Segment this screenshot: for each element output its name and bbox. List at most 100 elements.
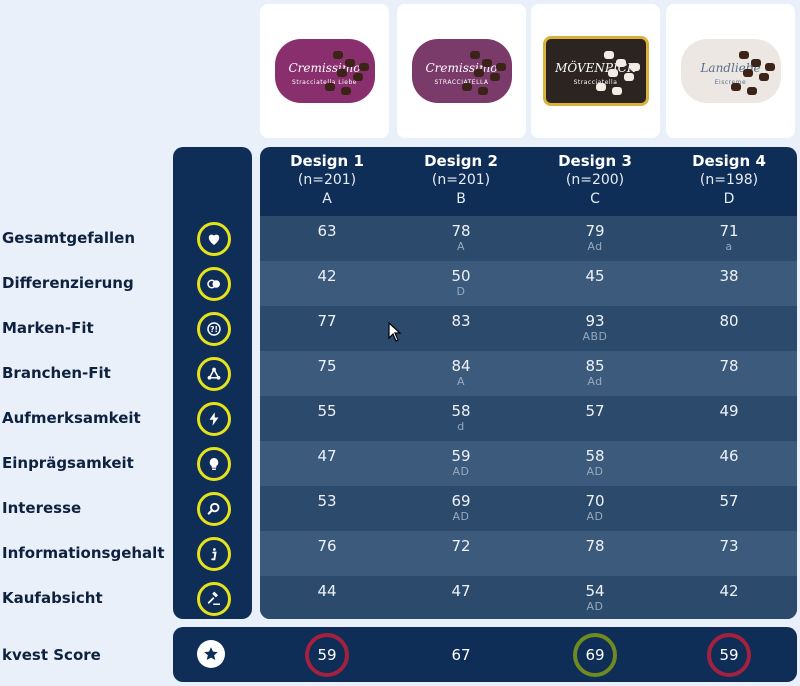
design-letter: B bbox=[456, 191, 466, 207]
chocolate-chip bbox=[358, 63, 369, 71]
product-image-card: Cremissimo STRACCIATELLA bbox=[397, 4, 526, 138]
chocolate-chip bbox=[481, 59, 492, 67]
metric-value: 42 bbox=[719, 582, 739, 600]
metric-cell: 78 bbox=[528, 531, 662, 555]
metric-cell: 58 d bbox=[394, 396, 528, 433]
significance-letters: Ad bbox=[587, 240, 603, 253]
metric-value: 83 bbox=[451, 312, 471, 330]
metric-value: 78 bbox=[719, 357, 739, 375]
chocolate-chip bbox=[324, 83, 335, 91]
metric-cell: 42 bbox=[662, 576, 796, 600]
chocolate-chip bbox=[595, 83, 606, 91]
metric-label: Kaufabsicht bbox=[2, 589, 103, 607]
metric-cell: 50 D bbox=[394, 261, 528, 298]
metric-cell: 83 bbox=[394, 306, 528, 330]
significance-letters: ABD bbox=[582, 330, 608, 343]
chocolate-chip bbox=[615, 59, 626, 67]
chocolate-chip bbox=[623, 73, 634, 81]
metric-value: 59 bbox=[451, 447, 471, 465]
product-flavor: Eiscreme bbox=[714, 79, 747, 86]
chocolate-chip bbox=[461, 83, 472, 91]
metric-cell: 47 bbox=[394, 576, 528, 600]
chocolate-chip bbox=[764, 63, 775, 71]
metric-value: 57 bbox=[719, 492, 739, 510]
sample-size: (n=198) bbox=[699, 172, 759, 188]
sample-size: (n=200) bbox=[565, 172, 625, 188]
metric-label: Gesamtgefallen bbox=[2, 229, 136, 247]
table-row: 55 58 d 57 49 bbox=[260, 396, 797, 441]
metric-value: 75 bbox=[317, 357, 337, 375]
product-image-card: Cremissimo Stracciatella Liebe bbox=[260, 4, 389, 138]
metric-cell: 84 A bbox=[394, 351, 528, 388]
score-panel bbox=[173, 627, 797, 682]
mouse-cursor-icon bbox=[388, 322, 402, 342]
product-flavor: Stracciatella bbox=[573, 79, 618, 86]
metric-value: 78 bbox=[451, 222, 471, 240]
chocolate-chip bbox=[489, 73, 500, 81]
metric-value: 45 bbox=[585, 267, 605, 285]
metric-cell: 57 bbox=[662, 486, 796, 510]
metric-value: 38 bbox=[719, 267, 739, 285]
design-letter: A bbox=[322, 191, 332, 207]
chocolate-chip bbox=[340, 87, 351, 95]
metric-cell: 45 bbox=[528, 261, 662, 285]
significance-letters: AD bbox=[452, 465, 470, 478]
metric-cell: 38 bbox=[662, 261, 796, 285]
metric-value: 69 bbox=[451, 492, 471, 510]
chocolate-chip bbox=[629, 63, 640, 71]
chocolate-chip bbox=[611, 87, 622, 95]
score-value: 59 bbox=[305, 633, 349, 677]
metric-value: 58 bbox=[585, 447, 605, 465]
question-exclamation-icon: ?! bbox=[197, 312, 231, 346]
chocolate-chip bbox=[332, 51, 343, 59]
chocolate-chip bbox=[746, 87, 757, 95]
table-row: 75 84 A 85 Ad 78 bbox=[260, 351, 797, 396]
metric-value: 55 bbox=[317, 402, 337, 420]
table-row: 76 72 78 73 bbox=[260, 531, 797, 576]
sample-size: (n=201) bbox=[431, 172, 491, 188]
design-name: Design 3 bbox=[558, 152, 632, 170]
ice-cream-tub-image: MÖVENPICK Stracciatella bbox=[542, 36, 649, 106]
chocolate-chip bbox=[495, 63, 506, 71]
metric-cell: 93 ABD bbox=[528, 306, 662, 343]
metric-value: 73 bbox=[719, 537, 739, 555]
heart-icon bbox=[197, 222, 231, 256]
design-column-header: Design 2 (n=201) B bbox=[394, 151, 528, 209]
metric-value: 93 bbox=[585, 312, 605, 330]
chocolate-chip bbox=[738, 51, 749, 59]
metric-cell: 58 AD bbox=[528, 441, 662, 478]
metric-value: 54 bbox=[585, 582, 605, 600]
metric-label: Informationsgehalt bbox=[2, 544, 165, 562]
metric-cell: 46 bbox=[662, 441, 796, 465]
metric-cell: 69 AD bbox=[394, 486, 528, 523]
metric-value: 58 bbox=[451, 402, 471, 420]
info-icon bbox=[197, 537, 231, 571]
metric-value: 85 bbox=[585, 357, 605, 375]
chocolate-chip bbox=[352, 73, 363, 81]
design-letter: D bbox=[723, 191, 735, 207]
metric-cell: 59 AD bbox=[394, 441, 528, 478]
metric-cell: 71 a bbox=[662, 216, 796, 253]
product-image-card: Landliebe Eiscreme bbox=[666, 4, 795, 138]
metric-cell: 78 bbox=[662, 351, 796, 375]
metric-label: Interesse bbox=[2, 499, 82, 517]
metric-cell: 54 AD bbox=[528, 576, 662, 613]
metric-value: 72 bbox=[451, 537, 471, 555]
ice-cream-tub-image: Cremissimo STRACCIATELLA bbox=[411, 39, 512, 103]
score-value: 59 bbox=[707, 633, 751, 677]
score-value: 69 bbox=[573, 633, 617, 677]
score-cell: 67 bbox=[394, 632, 528, 678]
metric-value: 80 bbox=[719, 312, 739, 330]
chocolate-chip bbox=[344, 59, 355, 67]
table-row: 42 50 D 45 38 bbox=[260, 261, 797, 306]
metric-value: 57 bbox=[585, 402, 605, 420]
chocolate-chip bbox=[473, 69, 484, 77]
significance-letters: d bbox=[457, 420, 465, 433]
metric-value: 84 bbox=[451, 357, 471, 375]
metric-cell: 70 AD bbox=[528, 486, 662, 523]
significance-letters: AD bbox=[586, 600, 604, 613]
metric-cell: 80 bbox=[662, 306, 796, 330]
metric-value: 53 bbox=[317, 492, 337, 510]
design-name: Design 4 bbox=[692, 152, 766, 170]
metric-value: 76 bbox=[317, 537, 337, 555]
